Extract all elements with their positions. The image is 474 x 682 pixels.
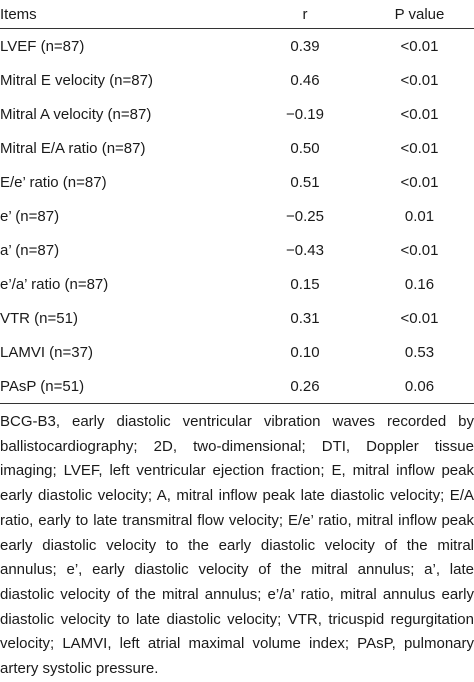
table-cell: 0.39 (290, 37, 320, 55)
table-cell: <0.01 (400, 105, 439, 123)
table-cell: Mitral E velocity (n=87) (0, 71, 153, 89)
table-cell: <0.01 (400, 309, 439, 327)
table-row: a’ (n=87) −0.43 <0.01 (0, 233, 474, 267)
table-cell: −0.19 (286, 105, 324, 123)
table-cell: LVEF (n=87) (0, 37, 85, 55)
table-row: Mitral A velocity (n=87) −0.19 <0.01 (0, 97, 474, 131)
header-row: Items r P value (0, 0, 474, 29)
table-cell: 0.51 (290, 173, 320, 191)
table-cell: 0.46 (290, 71, 320, 89)
table-cell: a’ (n=87) (0, 241, 60, 259)
table-row: e’ (n=87) −0.25 0.01 (0, 199, 474, 233)
table-cell: E/e’ ratio (n=87) (0, 173, 107, 191)
table-row: PAsP (n=51) 0.26 0.06 (0, 369, 474, 404)
table-cell: <0.01 (400, 173, 439, 191)
table-cell: PAsP (n=51) (0, 369, 245, 404)
header-cell: Items (0, 0, 245, 29)
table-cell: −0.25 (286, 207, 324, 225)
table-cell: Mitral A velocity (n=87) (0, 105, 152, 123)
table-cell: 0.01 (404, 207, 435, 225)
table-row: E/e’ ratio (n=87) 0.51 <0.01 (0, 165, 474, 199)
table-cell: 0.15 (290, 275, 320, 293)
table-cell: 0.16 (404, 275, 435, 293)
table-cell: <0.01 (400, 139, 439, 157)
table-cell: e’/a’ ratio (n=87) (0, 275, 109, 293)
table-cell: 0.10 (290, 343, 320, 361)
table-cell: <0.01 (400, 71, 439, 89)
table-cell: 0.26 (245, 369, 365, 404)
table-row: e’/a’ ratio (n=87) 0.15 0.16 (0, 267, 474, 301)
table-row: LAMVI (n=37) 0.10 0.53 (0, 335, 474, 369)
table-cell: <0.01 (400, 37, 439, 55)
table-cell: <0.01 (400, 241, 439, 259)
table-cell: 0.06 (365, 369, 474, 404)
table-cell: Mitral E/A ratio (n=87) (0, 139, 146, 157)
footnote: BCG-B3, early diastolic ventricular vibr… (0, 413, 474, 678)
table-cell: LAMVI (n=37) (0, 343, 93, 361)
table-row: LVEF (n=87) 0.39 <0.01 (0, 29, 474, 64)
table-cell: 0.50 (290, 139, 320, 157)
table-cell: −0.43 (286, 241, 324, 259)
header-cell: P value (365, 0, 474, 29)
table-row: Mitral E velocity (n=87) 0.46 <0.01 (0, 63, 474, 97)
header-cell: r (245, 0, 365, 29)
table-row: VTR (n=51) 0.31 <0.01 (0, 301, 474, 335)
table-cell: 0.31 (290, 309, 320, 327)
table-cell: e’ (n=87) (0, 207, 60, 225)
table-cell: VTR (n=51) (0, 309, 78, 327)
correlation-table: Items r P value LVEF (n=87) 0.39 <0.01 Mitral… (0, 0, 474, 404)
table-row: Mitral E/A ratio (n=87) 0.50 <0.01 (0, 131, 474, 165)
table-cell: 0.53 (404, 343, 435, 361)
